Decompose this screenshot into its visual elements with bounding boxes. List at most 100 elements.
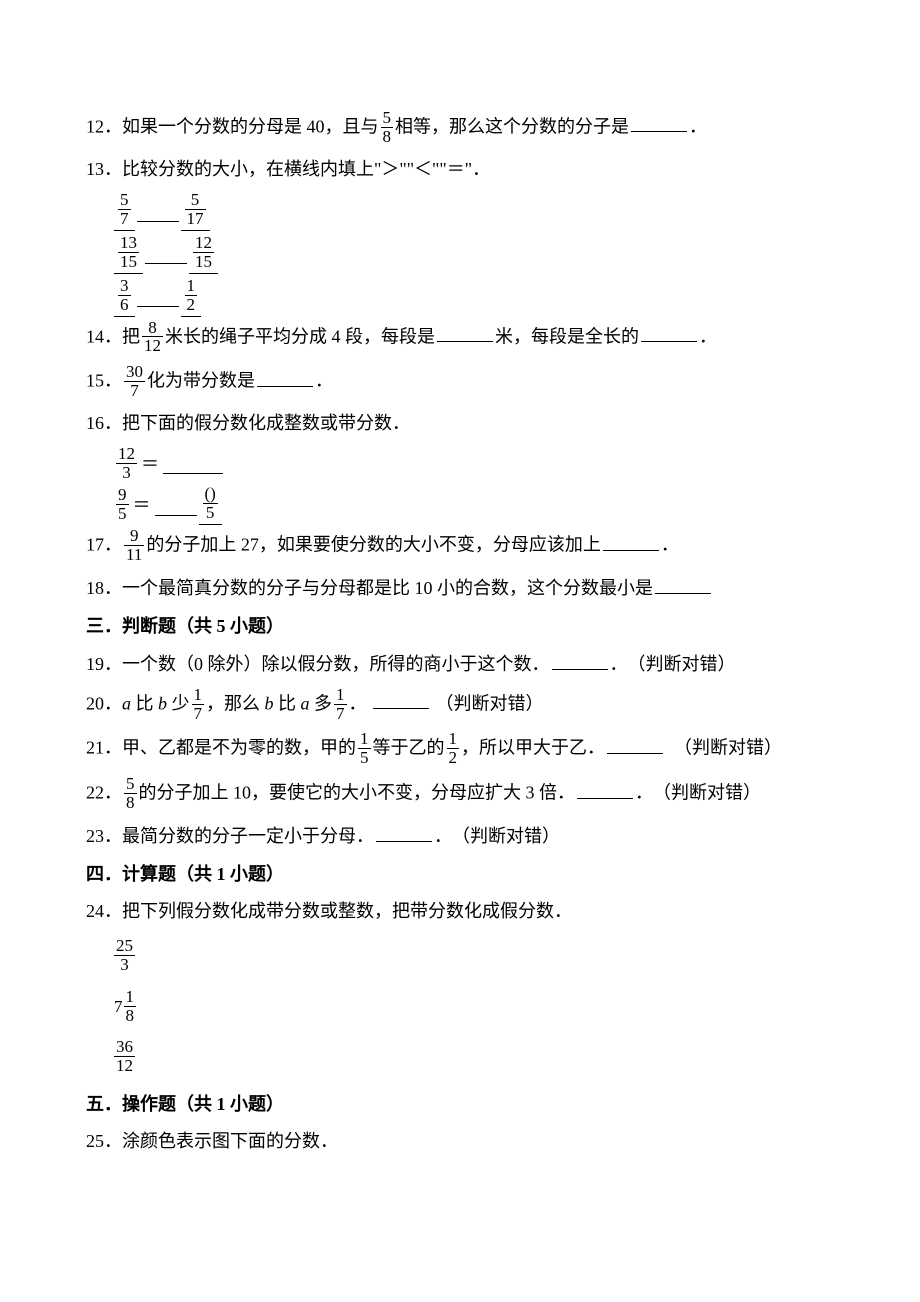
- q22-mid: 的分子加上 10，要使它的大小不变，分母应扩大 3 倍．: [139, 783, 576, 803]
- q21-pre: ．甲、乙都是不为零的数，甲的: [104, 738, 356, 758]
- question-17: 17．911的分子加上 27，如果要使分数的大小不变，分母应该加上．: [86, 528, 834, 565]
- q15-pre: ．: [104, 371, 122, 391]
- question-22: 22．58的分子加上 10，要使它的大小不变，分母应扩大 3 倍．． （判断对错…: [86, 776, 834, 813]
- q24-item-2: 3612: [114, 1035, 834, 1080]
- q13-r2-b: 12: [185, 277, 198, 314]
- q25-text: ．涂颜色表示图下面的分数．: [104, 1131, 338, 1151]
- fraction-30-7: 307: [124, 363, 145, 400]
- fraction-9-11: 911: [124, 527, 144, 564]
- fraction-36-12: 3612: [114, 1038, 135, 1075]
- q13-row-2: 36 12: [114, 277, 834, 317]
- q24-num: 24: [86, 901, 104, 921]
- blank[interactable]: [641, 321, 697, 342]
- q24-item-0: 253: [114, 934, 834, 979]
- compare-blank[interactable]: [137, 201, 179, 222]
- question-18: 18．一个最简真分数的分子与分母都是比 10 小的合数，这个分数最小是: [86, 573, 834, 603]
- q16-body: 123＝ 95 ＝ ()5: [86, 446, 834, 525]
- equals: ＝: [141, 450, 159, 479]
- q14-unit: 米，每段是全长的: [495, 326, 639, 346]
- q17-mid: 的分子加上 27，如果要使分数的大小不变，分母应该加上: [146, 535, 601, 555]
- section-3-heading: 三．判断题（共 5 小题）: [86, 612, 834, 641]
- fraction-1-5: 15: [358, 730, 371, 767]
- q13-r0-a: 57: [118, 191, 131, 228]
- q24-item-1: 718: [114, 981, 834, 1034]
- blank[interactable]: [155, 495, 197, 516]
- fraction-1-2: 12: [447, 730, 460, 767]
- question-16: 16．把下面的假分数化成整数或带分数．: [86, 409, 834, 438]
- q23-num: 23: [86, 826, 104, 846]
- blank[interactable]: [607, 733, 663, 754]
- q24-items: 253 718 3612: [86, 934, 834, 1080]
- blank[interactable]: [631, 112, 687, 133]
- q16-ans-wrap: ()5: [199, 485, 222, 525]
- section-4-heading: 四．计算题（共 1 小题）: [86, 860, 834, 889]
- blank[interactable]: [552, 649, 608, 670]
- q17-num: 17: [86, 535, 104, 555]
- var-a: a: [301, 693, 310, 713]
- q18-num: 18: [86, 578, 104, 598]
- q20-pre: ．: [104, 693, 122, 713]
- q13-r2-a: 36: [118, 277, 131, 314]
- q22-pre: ．: [104, 783, 122, 803]
- q15-mid: 化为带分数是: [147, 371, 255, 391]
- blank[interactable]: [437, 321, 493, 342]
- question-24: 24．把下列假分数化成带分数或整数，把带分数化成假分数．: [86, 897, 834, 926]
- q20-t5: 多: [310, 693, 333, 713]
- q16-title: ．把下面的假分数化成整数或带分数．: [104, 413, 410, 433]
- var-b: b: [265, 693, 274, 713]
- blank[interactable]: [577, 778, 633, 799]
- q12-post: 相等，那么这个分数的分子是: [395, 116, 629, 136]
- compare-blank[interactable]: [145, 244, 187, 265]
- q13-r2-a-wrap: 36: [114, 277, 135, 317]
- fraction-5-8: 58: [381, 109, 394, 146]
- q21-mid: 等于乙的: [373, 738, 445, 758]
- blank[interactable]: [373, 688, 429, 709]
- fraction-9-5: 95: [116, 486, 129, 523]
- q13-r0-b-wrap: 517: [181, 191, 210, 231]
- question-20: 20．a 比 b 少17，那么 b 比 a 多17． （判断对错）: [86, 687, 834, 724]
- compare-blank[interactable]: [137, 286, 179, 307]
- q20-t3: ，那么: [206, 693, 265, 713]
- q20-num: 20: [86, 693, 104, 713]
- q13-row-1: 1315 1215: [114, 234, 834, 274]
- q15-tail: ．: [315, 371, 333, 391]
- q13-num: 13: [86, 159, 104, 179]
- q13-row-0: 57 517: [114, 191, 834, 231]
- q25-num: 25: [86, 1131, 104, 1151]
- q13-text: ．比较分数的大小，在横线内填上"＞""＜""＝"．: [104, 159, 490, 179]
- q16-row-0: 123＝: [114, 446, 834, 483]
- q14-pre: ．把: [104, 326, 140, 346]
- q15-num: 15: [86, 371, 104, 391]
- page: 12．如果一个分数的分母是 40，且与58相等，那么这个分数的分子是． 13．比…: [0, 0, 920, 1302]
- question-14: 14．把812米长的绳子平均分成 4 段，每段是米，每段是全长的．: [86, 320, 834, 357]
- q14-num: 14: [86, 326, 104, 346]
- question-12: 12．如果一个分数的分母是 40，且与58相等，那么这个分数的分子是．: [86, 110, 834, 147]
- blank[interactable]: [603, 530, 659, 551]
- fraction-1-7: 17: [334, 686, 347, 723]
- var-a: a: [122, 693, 131, 713]
- q20-t4: 比: [274, 693, 301, 713]
- q12-num: 12: [86, 116, 104, 136]
- fraction-5-8: 58: [124, 775, 137, 812]
- q21-post: ，所以甲大于乙．: [461, 738, 605, 758]
- q13-r0-a-wrap: 57: [114, 191, 135, 231]
- question-13: 13．比较分数的大小，在横线内填上"＞""＜""＝"．: [86, 155, 834, 184]
- blank[interactable]: [257, 366, 313, 387]
- blank[interactable]: [163, 454, 223, 475]
- blank[interactable]: [655, 573, 711, 594]
- blank[interactable]: [376, 821, 432, 842]
- q12-pre: ．如果一个分数的分母是 40，且与: [104, 116, 379, 136]
- q22-tail: ． （判断对错）: [635, 783, 761, 803]
- q20-t6: ．: [349, 693, 367, 713]
- q13-r1-a: 1315: [118, 234, 139, 271]
- q17-tail: ．: [661, 535, 679, 555]
- q13-r1-a-wrap: 1315: [114, 234, 143, 274]
- q21-num: 21: [86, 738, 104, 758]
- q13-rows: 57 517 1315 1215 36 12: [86, 191, 834, 316]
- q20-t1: 比: [131, 693, 158, 713]
- question-23: 23．最简分数的分子一定小于分母．． （判断对错）: [86, 821, 834, 851]
- fraction-25-3: 253: [114, 937, 135, 974]
- q13-r1-b-wrap: 1215: [189, 234, 218, 274]
- q23-tail: ． （判断对错）: [434, 826, 560, 846]
- q17-pre: ．: [104, 535, 122, 555]
